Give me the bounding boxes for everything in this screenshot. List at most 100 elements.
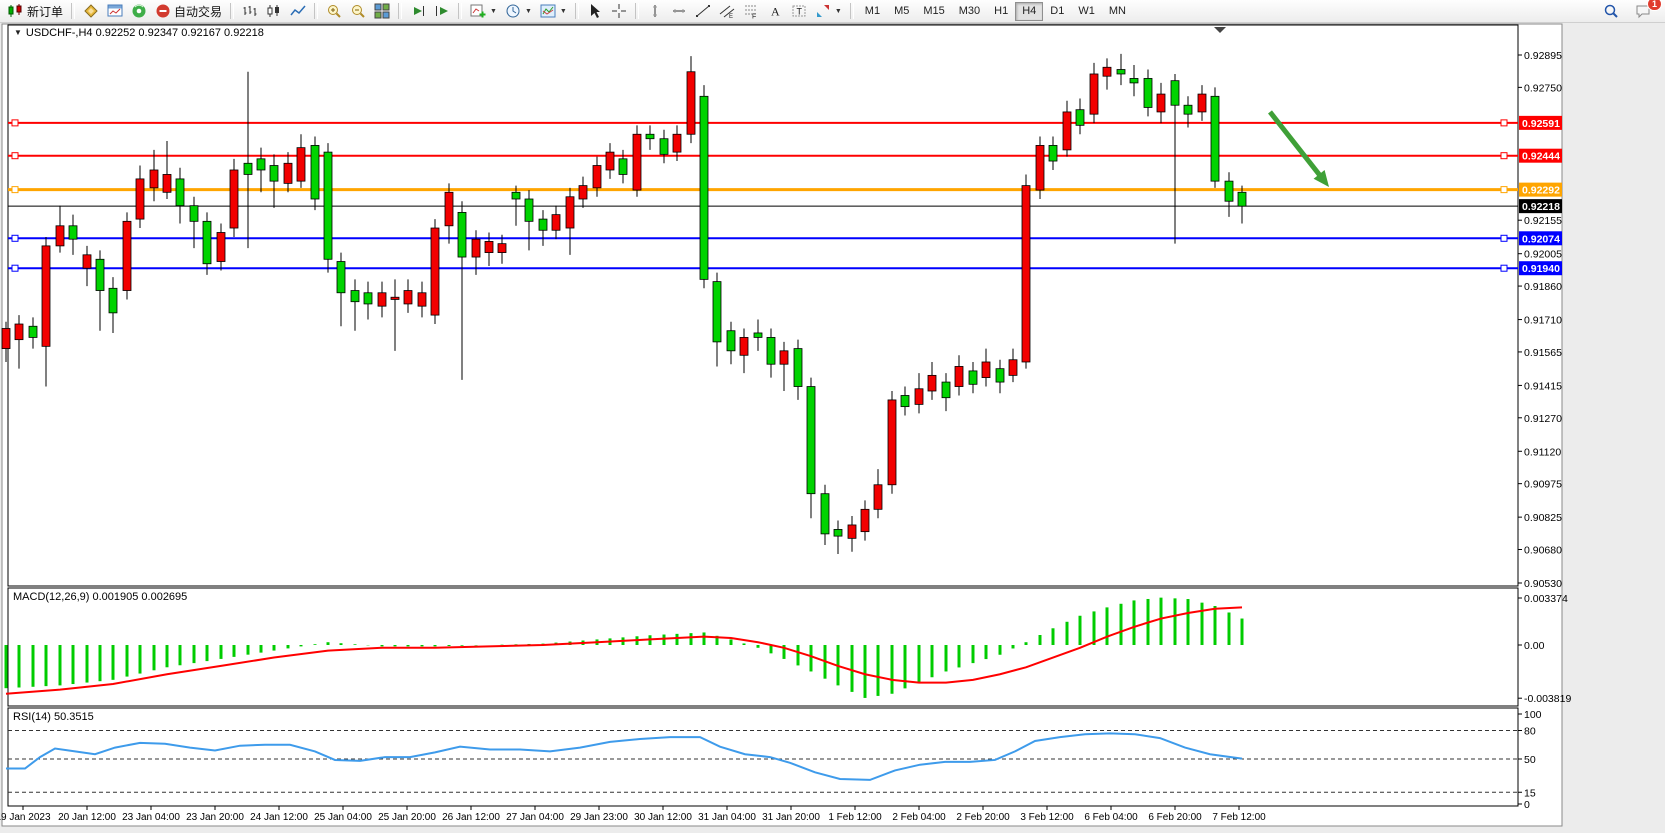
trendline-button[interactable] (691, 1, 715, 22)
vline-button[interactable] (643, 1, 667, 22)
price-axis-label: 0.91565 (1524, 347, 1562, 359)
hline-anchor[interactable] (1500, 119, 1508, 127)
hline-anchor[interactable] (11, 119, 19, 127)
tf-w1-button[interactable]: W1 (1078, 4, 1095, 17)
cursor-button[interactable] (583, 1, 607, 22)
candle (323, 151, 333, 260)
candle (753, 332, 763, 338)
toolbar-separator (398, 3, 403, 19)
tile-windows-button[interactable] (370, 1, 394, 22)
macd-indicator-label: MACD(12,26,9) 0.001905 0.002695 (13, 591, 188, 603)
chart-bars-button[interactable] (238, 1, 262, 22)
macd-signal-line (5, 606, 1243, 695)
search-button[interactable] (1599, 1, 1623, 22)
text-icon: A (767, 3, 783, 19)
candle (766, 337, 776, 365)
candle (968, 370, 978, 385)
candle (686, 71, 696, 135)
signal-icon (131, 3, 147, 19)
hline-anchor[interactable] (1500, 186, 1508, 194)
periods-button[interactable]: ▼ (501, 1, 536, 22)
autotrading-label: 自动交易 (174, 4, 223, 19)
layers-button[interactable] (79, 1, 103, 22)
symbol-ohlc-text: USDCHF-,H4 0.92252 0.92347 0.92167 0.922… (25, 27, 264, 39)
tf-h1-button[interactable]: H1 (994, 4, 1009, 17)
notifications-button[interactable]: 1 (1631, 0, 1662, 22)
chart-candles-button[interactable] (262, 1, 286, 22)
zoom-in-button[interactable] (322, 1, 346, 22)
channel-button[interactable]: E (715, 1, 739, 22)
time-axis-label: 23 Jan 20:00 (186, 812, 244, 823)
crosshair-button[interactable] (607, 1, 631, 22)
tf-m5-button[interactable]: M5 (894, 4, 910, 17)
candle (887, 399, 897, 486)
vline-icon (647, 3, 663, 19)
candle (1237, 191, 1247, 207)
candle (632, 133, 642, 191)
hline-anchor[interactable] (1500, 264, 1508, 272)
candle (739, 337, 749, 356)
price-axis-label: 0.92750 (1524, 82, 1562, 94)
tf-h4-button[interactable]: H4 (1015, 1, 1044, 21)
chart-shift-marker-icon[interactable] (1214, 27, 1226, 33)
time-axis-label: 20 Jan 12:00 (58, 812, 116, 823)
tf-m1-button[interactable]: M1 (864, 4, 881, 17)
fibonacci-button[interactable]: F (739, 1, 763, 22)
hline-button[interactable] (667, 1, 691, 22)
search-icon (1603, 3, 1619, 19)
candle (363, 292, 373, 305)
autotrading-button[interactable]: 自动交易 (151, 1, 226, 22)
main-toolbar: 新订单 自动交易 ▼ ▼ ▼ E F A T ▼ M1 M5 M15 M30 H1 H4 D1 W1 MN 1 (0, 0, 1665, 23)
auto-scroll-button[interactable] (406, 1, 430, 22)
layers-icon (83, 3, 99, 19)
templates-button[interactable]: ▼ (536, 1, 571, 22)
hline-anchor[interactable] (11, 234, 19, 242)
candle (1156, 93, 1166, 113)
candle (900, 395, 910, 408)
hline-anchor[interactable] (11, 186, 19, 194)
hline-anchor[interactable] (1500, 234, 1508, 242)
zoom-in-icon (326, 3, 342, 19)
hline-anchor[interactable] (1500, 152, 1508, 160)
trend-arrow[interactable] (1268, 110, 1327, 183)
tf-d1-button[interactable]: D1 (1050, 4, 1065, 17)
rsi-axis-label: 0 (1524, 799, 1530, 811)
candle (941, 381, 951, 399)
tf-mn-button[interactable]: MN (1108, 4, 1126, 17)
price-axis-label: 0.90680 (1524, 545, 1562, 557)
indicators-button[interactable]: ▼ (466, 1, 501, 22)
zoom-out-button[interactable] (346, 1, 370, 22)
candle (927, 374, 937, 392)
signal-button[interactable] (127, 1, 151, 22)
price-axis-label: 0.90530 (1524, 578, 1562, 590)
candle (82, 254, 92, 269)
candle (726, 330, 736, 352)
chart-canvas[interactable]: 0.92895 0.92750 0.92155 0.92005 0.91860 0.917… (0, 23, 1665, 833)
trend-arrow-head[interactable] (1313, 170, 1329, 187)
tf-m15-button[interactable]: M15 (923, 4, 945, 17)
price-tag-label: 0.91940 (1522, 263, 1560, 275)
periods-icon (505, 3, 521, 19)
price-panel[interactable] (7, 24, 1519, 587)
price-tag (1519, 182, 1562, 197)
arrows-button[interactable]: ▼ (811, 1, 846, 22)
text-button[interactable]: A (763, 1, 787, 22)
candle (1183, 104, 1193, 115)
candle (310, 145, 320, 200)
market-window-button[interactable] (103, 1, 127, 22)
chart-line-button[interactable] (286, 1, 310, 22)
chart-shift-button[interactable] (430, 1, 454, 22)
new-order-button[interactable]: 新订单 (4, 1, 67, 22)
rsi-line (6, 732, 1243, 781)
text-label-icon: T (791, 3, 807, 19)
time-axis-label: 6 Feb 04:00 (1084, 812, 1138, 823)
chevron-down-icon: ▼ (490, 7, 497, 15)
tf-m30-button[interactable]: M30 (958, 4, 981, 17)
text-label-button[interactable]: T (787, 1, 811, 22)
candle (699, 95, 709, 280)
price-axis-label: 0.91120 (1524, 446, 1561, 458)
hline-anchor[interactable] (11, 152, 19, 160)
symbol-dropdown-icon[interactable]: ▼ (14, 28, 22, 37)
hline-anchor[interactable] (11, 264, 19, 272)
